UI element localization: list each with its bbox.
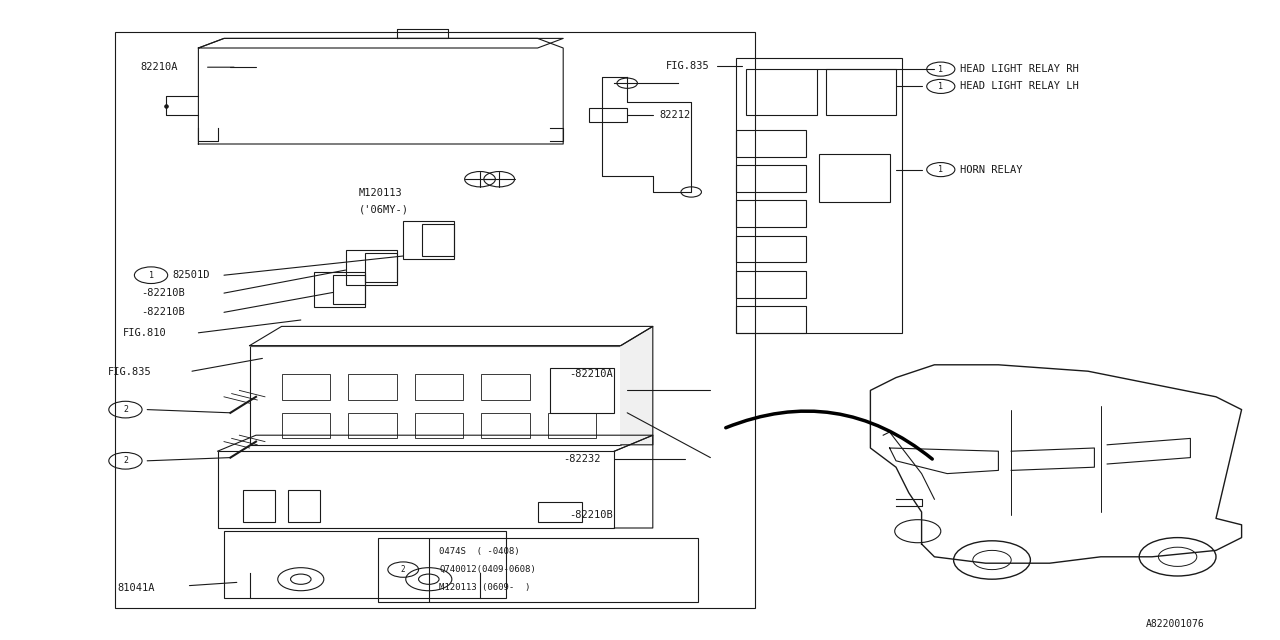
Bar <box>282 413 330 438</box>
Text: 1: 1 <box>938 165 943 174</box>
Text: FIG.835: FIG.835 <box>108 367 151 378</box>
Text: 82212: 82212 <box>659 110 690 120</box>
Text: ('06MY-): ('06MY-) <box>358 205 408 215</box>
Bar <box>481 413 530 438</box>
Bar <box>550 368 614 413</box>
Bar <box>288 490 320 522</box>
Text: 2: 2 <box>123 405 128 414</box>
Polygon shape <box>250 326 653 346</box>
Text: HEAD LIGHT RELAY LH: HEAD LIGHT RELAY LH <box>960 81 1079 92</box>
Text: 82501D: 82501D <box>173 270 210 280</box>
Bar <box>415 374 463 400</box>
Bar <box>243 490 275 522</box>
Bar <box>218 451 614 528</box>
Text: -82232: -82232 <box>563 454 600 464</box>
Bar <box>589 108 627 122</box>
Bar <box>736 200 806 227</box>
Bar <box>348 413 397 438</box>
Text: -82210B: -82210B <box>570 510 613 520</box>
Bar <box>282 374 330 400</box>
Bar <box>224 531 506 598</box>
Text: M120113 (0609-  ): M120113 (0609- ) <box>439 583 530 592</box>
Text: -82210B: -82210B <box>141 288 184 298</box>
Bar <box>378 538 698 602</box>
Text: 2: 2 <box>123 456 128 465</box>
Bar <box>826 70 896 115</box>
Text: M120113: M120113 <box>358 188 402 198</box>
Text: 1: 1 <box>938 82 943 91</box>
Text: FIG.810: FIG.810 <box>123 328 166 338</box>
Bar <box>481 374 530 400</box>
Text: HORN RELAY: HORN RELAY <box>960 164 1023 175</box>
Bar <box>422 224 454 256</box>
Text: -82210B: -82210B <box>141 307 184 317</box>
Bar <box>736 165 806 192</box>
Bar <box>736 236 806 262</box>
Bar <box>736 130 806 157</box>
Bar <box>403 221 454 259</box>
Bar <box>736 306 806 333</box>
Bar <box>333 275 365 304</box>
Bar <box>365 253 397 282</box>
Bar <box>250 346 621 445</box>
Bar <box>736 271 806 298</box>
Bar <box>314 272 365 307</box>
Text: 1: 1 <box>938 65 943 74</box>
Bar <box>346 250 397 285</box>
Text: -82210A: -82210A <box>570 369 613 380</box>
Bar <box>548 413 596 438</box>
Text: HEAD LIGHT RELAY RH: HEAD LIGHT RELAY RH <box>960 64 1079 74</box>
Text: 82210A: 82210A <box>141 62 178 72</box>
Text: 1: 1 <box>148 271 154 280</box>
Bar <box>736 58 902 333</box>
Bar <box>746 70 817 115</box>
Bar <box>348 374 397 400</box>
Bar <box>819 154 890 202</box>
Text: 2: 2 <box>401 565 406 574</box>
Text: 0474S  ( -0408): 0474S ( -0408) <box>439 547 520 556</box>
Bar <box>415 413 463 438</box>
Text: FIG.835: FIG.835 <box>666 61 709 71</box>
Bar <box>538 502 582 522</box>
Text: Q740012(0409-0608): Q740012(0409-0608) <box>439 565 536 574</box>
Bar <box>115 32 755 608</box>
Text: A822001076: A822001076 <box>1146 619 1204 629</box>
Polygon shape <box>621 326 653 445</box>
Text: 81041A: 81041A <box>118 582 155 593</box>
